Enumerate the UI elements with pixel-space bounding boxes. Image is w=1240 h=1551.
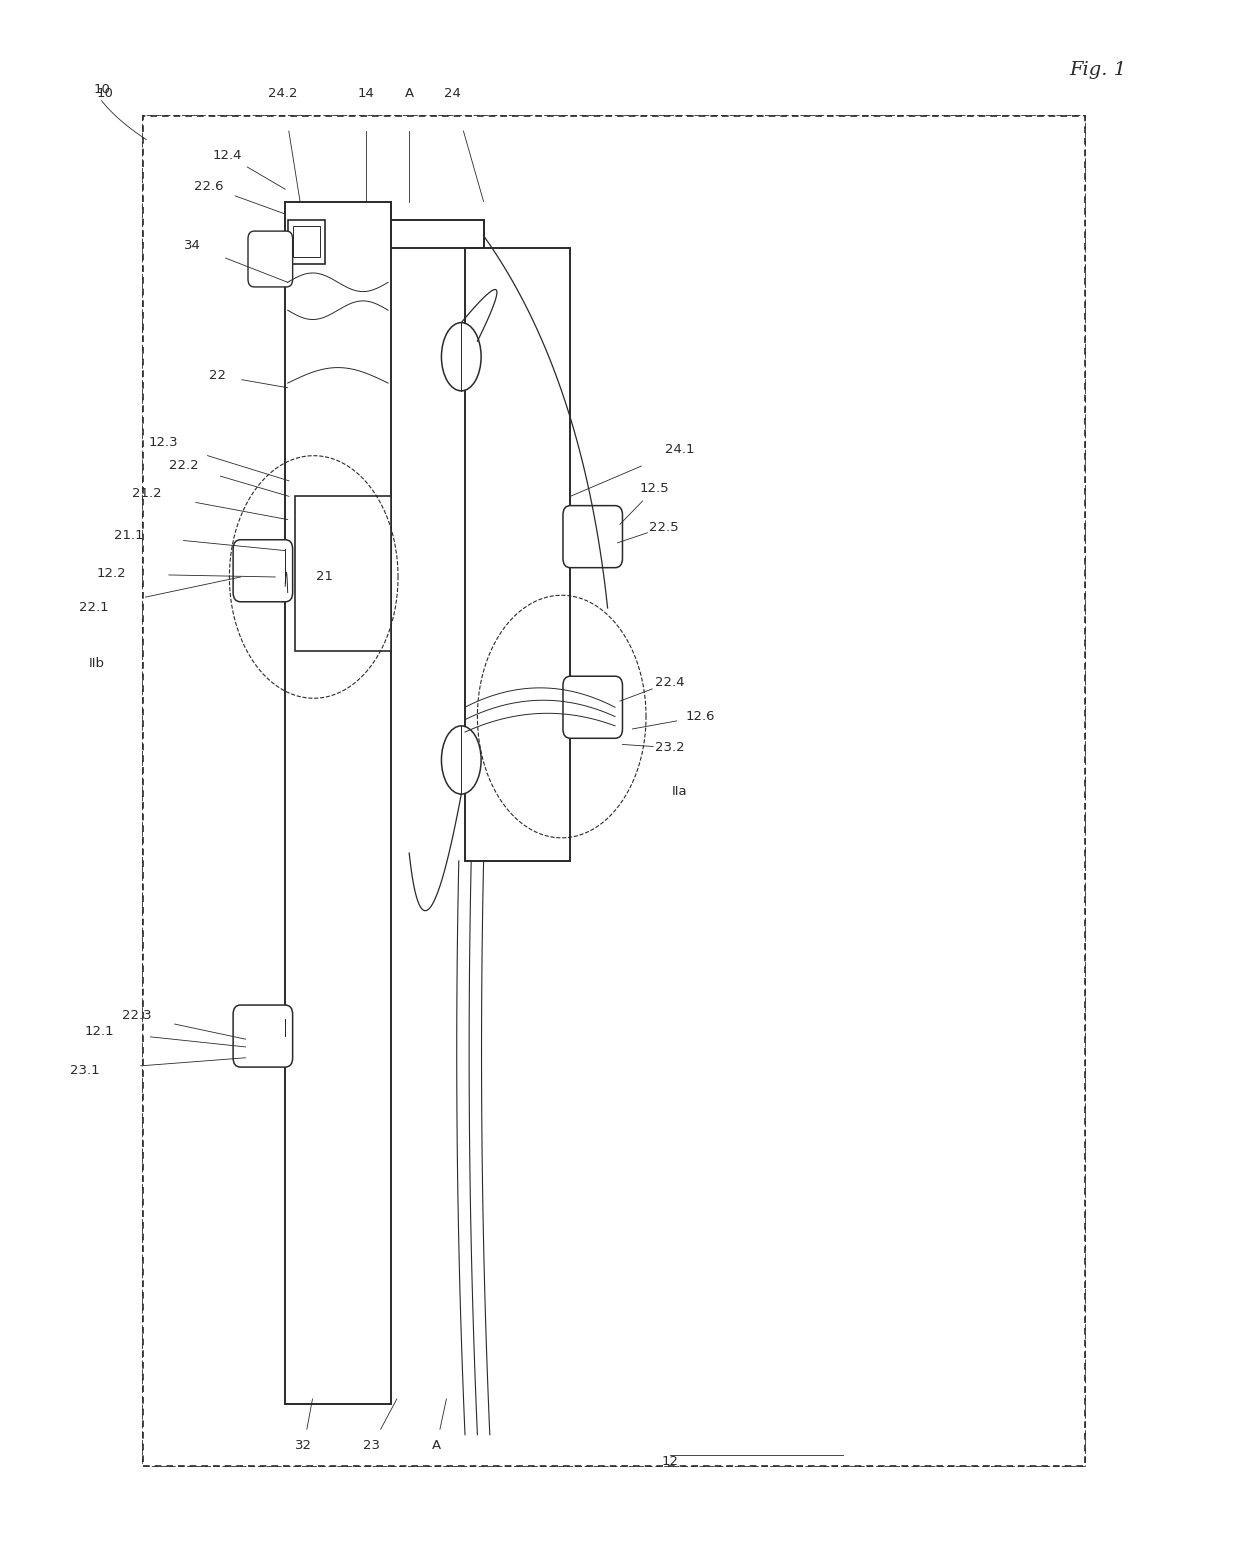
Text: 10: 10 — [93, 84, 110, 96]
Text: 12.2: 12.2 — [97, 568, 126, 580]
Text: 22.2: 22.2 — [169, 459, 198, 472]
Text: 12.5: 12.5 — [640, 482, 670, 495]
Bar — [143, 116, 1085, 1466]
Text: 22.4: 22.4 — [655, 676, 684, 689]
FancyBboxPatch shape — [563, 676, 622, 738]
FancyBboxPatch shape — [233, 1005, 293, 1067]
Text: 12.3: 12.3 — [149, 436, 179, 448]
FancyBboxPatch shape — [233, 540, 293, 602]
Text: 22.3: 22.3 — [122, 1010, 151, 1022]
Bar — [143, 116, 1085, 1466]
Text: 21: 21 — [316, 571, 334, 583]
Text: Fig. 1: Fig. 1 — [1069, 60, 1126, 79]
Text: IIa: IIa — [672, 785, 687, 797]
Text: 22.6: 22.6 — [193, 180, 223, 192]
Text: 23.1: 23.1 — [69, 1064, 99, 1076]
Text: 23: 23 — [363, 1439, 381, 1452]
Text: 32: 32 — [295, 1439, 312, 1452]
Text: A: A — [432, 1439, 441, 1452]
Bar — [285, 202, 391, 1404]
Text: 21.2: 21.2 — [131, 487, 161, 499]
Ellipse shape — [441, 323, 481, 391]
Text: 22: 22 — [208, 369, 226, 382]
Text: 14: 14 — [357, 87, 374, 99]
Text: 24.1: 24.1 — [665, 444, 694, 456]
Bar — [288, 220, 325, 264]
Text: 22.5: 22.5 — [649, 521, 678, 534]
Text: 24: 24 — [444, 87, 461, 99]
Text: A: A — [404, 87, 414, 99]
Text: 24.2: 24.2 — [268, 87, 298, 99]
Bar — [465, 248, 570, 861]
Text: 34: 34 — [184, 239, 201, 251]
FancyBboxPatch shape — [248, 231, 293, 287]
Text: 12: 12 — [661, 1455, 678, 1467]
Text: 12.6: 12.6 — [686, 710, 715, 723]
Text: 21.1: 21.1 — [114, 529, 144, 541]
Text: 12.1: 12.1 — [84, 1025, 114, 1038]
FancyBboxPatch shape — [563, 506, 622, 568]
Bar — [295, 496, 391, 651]
Bar — [293, 226, 320, 257]
Ellipse shape — [441, 726, 481, 794]
Bar — [143, 116, 1085, 1466]
Text: 23.2: 23.2 — [655, 741, 684, 754]
Text: 22.1: 22.1 — [79, 602, 109, 614]
Text: IIb: IIb — [89, 658, 104, 670]
Text: 10: 10 — [97, 87, 114, 99]
Text: 12.4: 12.4 — [212, 149, 242, 161]
